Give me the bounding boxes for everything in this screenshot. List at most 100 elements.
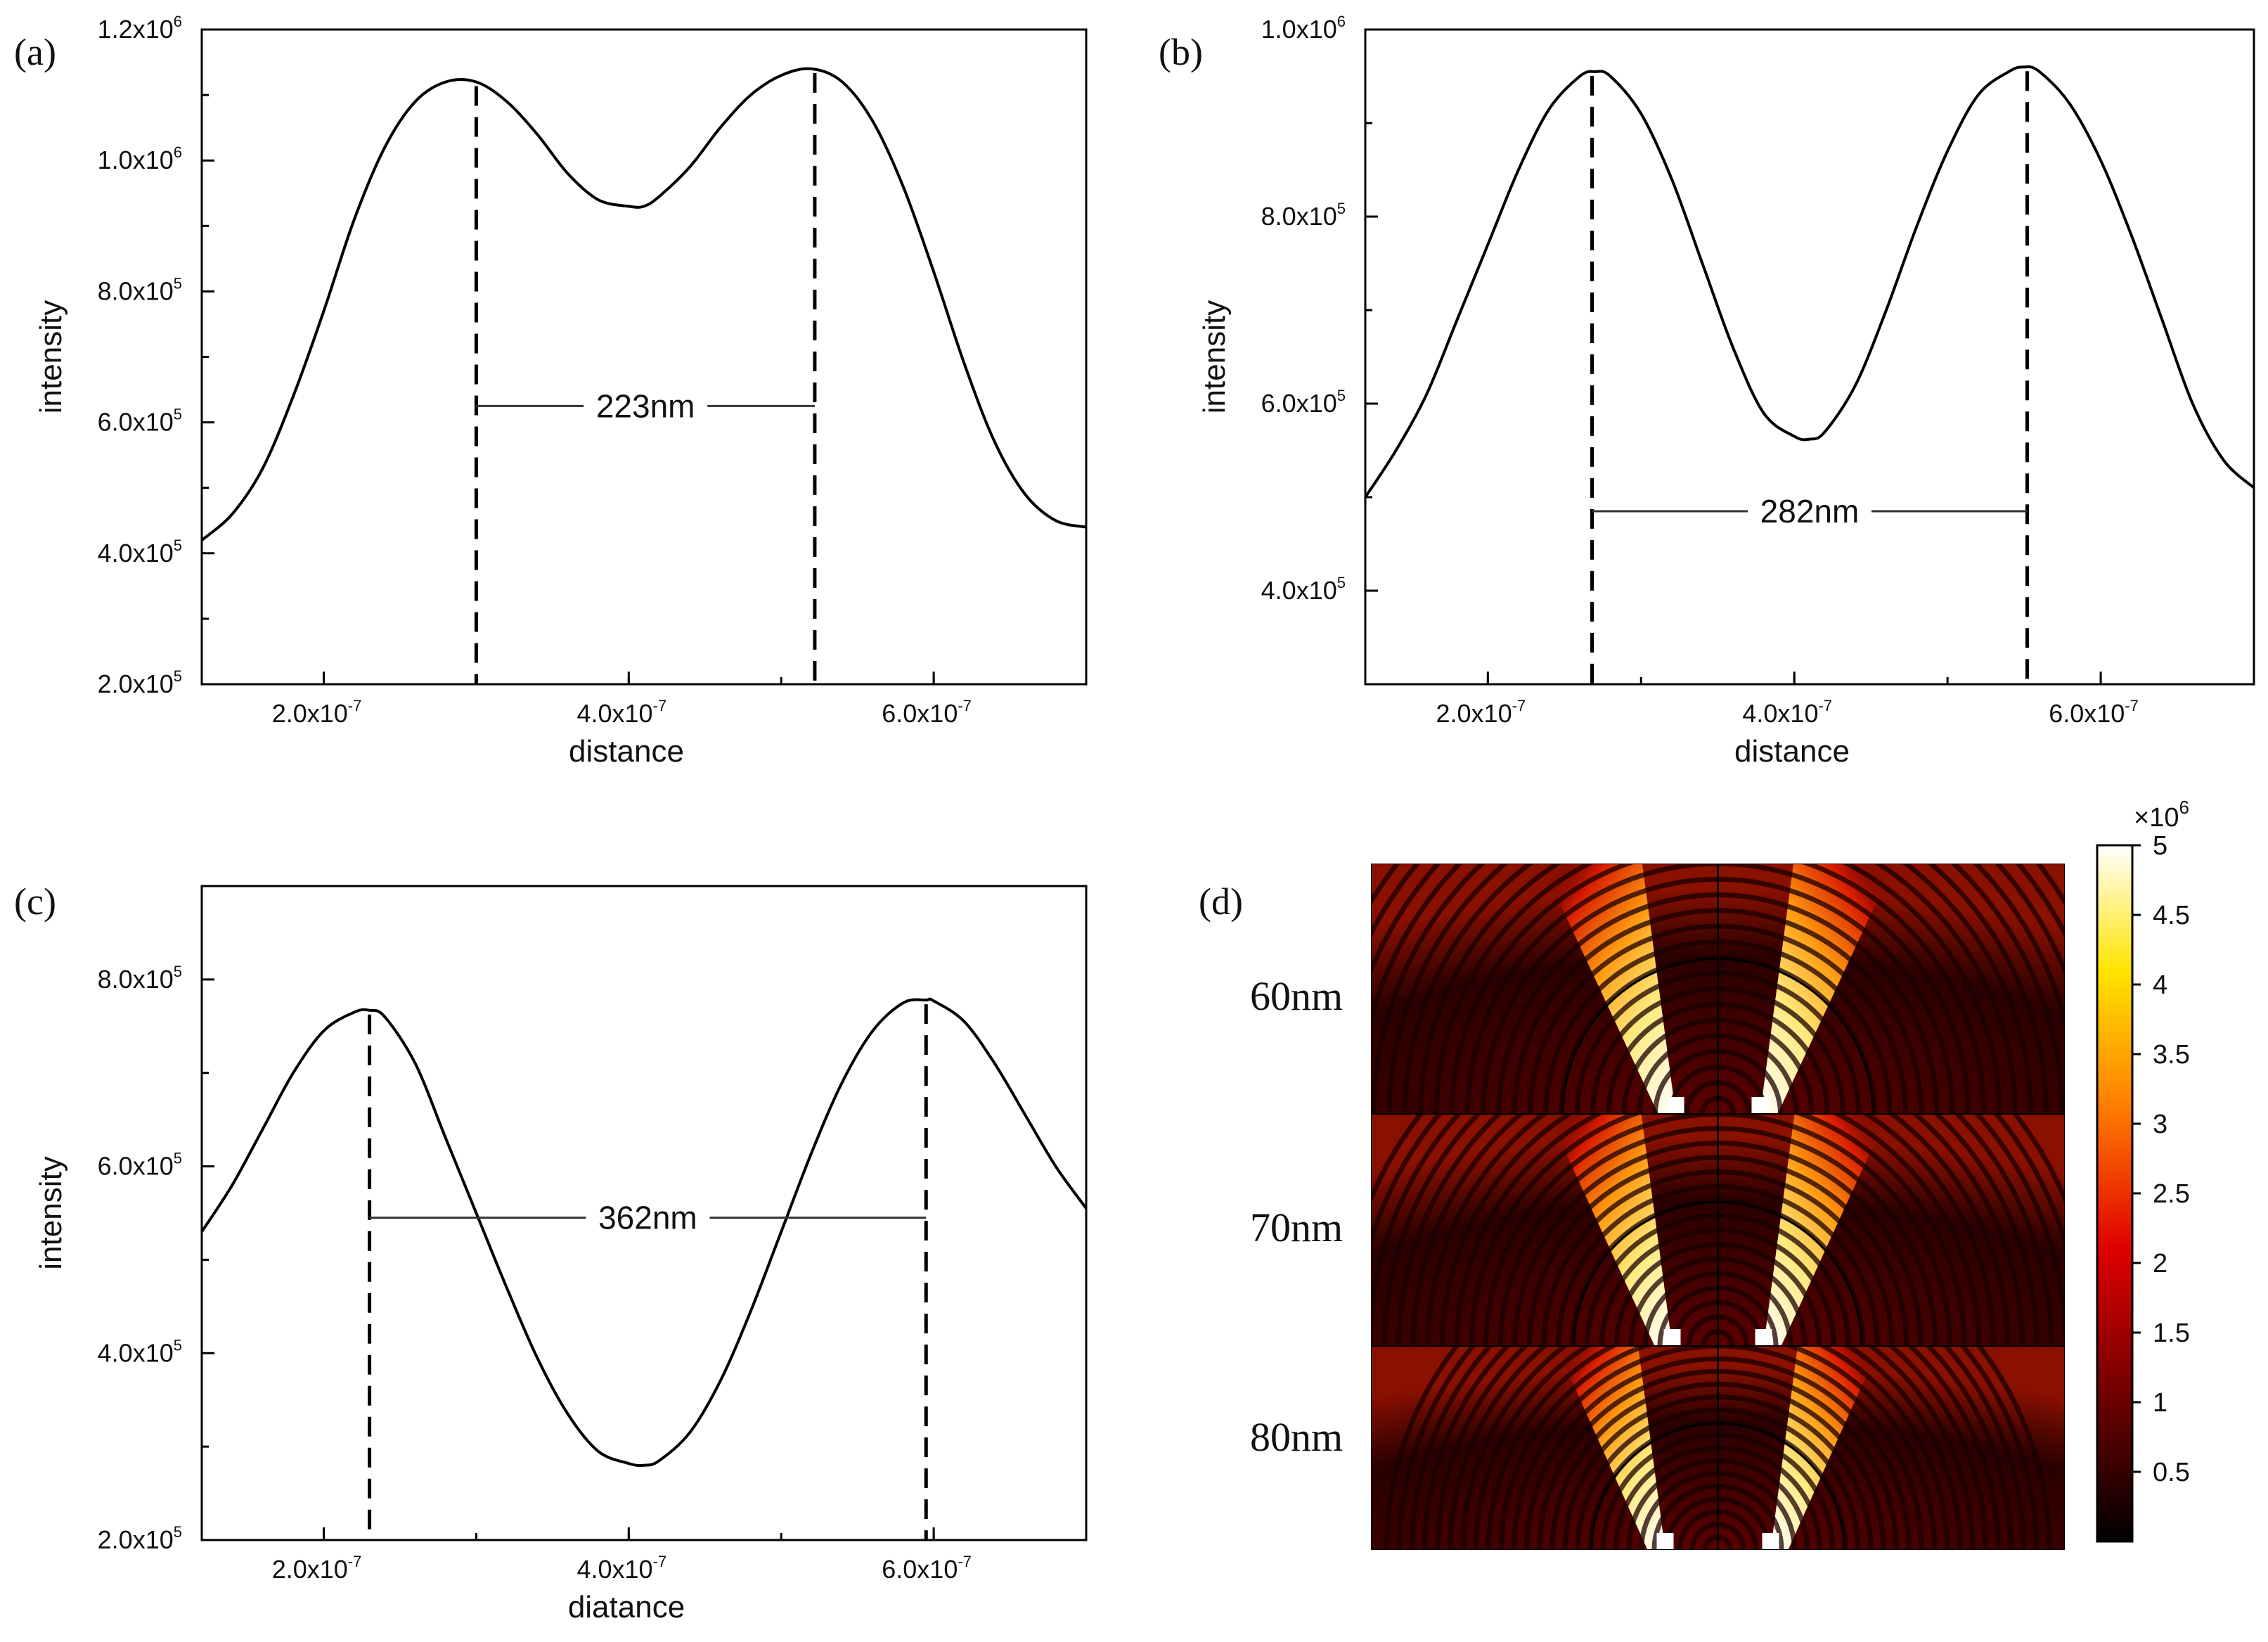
wavefront-arc	[1371, 864, 2065, 1114]
y-axis-title: intensity	[1197, 300, 1232, 413]
wavefront-arc	[1371, 864, 2065, 977]
x-axis-title: distance	[569, 734, 684, 769]
intensity-curve	[1364, 65, 2255, 499]
x-tick-label: 6.0x10-7	[882, 697, 972, 728]
colorbar: ×106 5 4.5 4 3.5 3 2.5 2 1.5 1 0.5	[2096, 797, 2190, 1543]
y-tick-label: 1.2x106	[98, 13, 182, 44]
colorbar-tick-label: 5	[2153, 831, 2167, 861]
colorbar-tick-label: 1.5	[2153, 1319, 2190, 1348]
slit-left	[1663, 1329, 1681, 1346]
wavefront-arc	[1498, 1346, 1938, 1550]
x-tick-label: 2.0x10-7	[1436, 697, 1526, 728]
colorbar-tick-label: 2.5	[2153, 1179, 2190, 1209]
y-tick-label: 4.0x105	[98, 537, 182, 567]
peak-distance-label: 282nm	[1760, 493, 1860, 530]
y-tick-label: 1.0x106	[1261, 13, 1346, 44]
y-tick-label: 8.0x105	[98, 274, 182, 305]
y-tick-label: 2.0x105	[98, 667, 182, 698]
wavefront-arc	[1386, 864, 2049, 1114]
wavefront-arc	[1460, 1346, 1976, 1550]
wavefront-arc	[1440, 1114, 1996, 1346]
panel-d-heatmap: (d) 60nm 70nm 80nm ×106 5 4.5 4 3.5 3 2.5 2 1.5…	[1199, 797, 2190, 1550]
panel-label-c: (c)	[14, 880, 56, 923]
y-tick-label: 1.0x106	[98, 143, 182, 174]
colorbar-tick-label: 1	[2153, 1388, 2167, 1418]
panel-label-a: (a)	[14, 31, 56, 73]
panel-a-line-chart: (a) 2.0x10-7 4.0x10-7 6.0x10-7 2.0x105 4.0x10…	[14, 13, 1088, 769]
field-map-70nm	[1371, 1114, 2065, 1346]
x-axis-title: distance	[1734, 734, 1850, 769]
peak-distance-label: 223nm	[596, 387, 695, 424]
wavefront-arc	[1473, 1346, 1963, 1550]
wavefront-arc	[1403, 864, 2033, 1114]
panel-label-b: (b)	[1159, 31, 1203, 73]
plot-frame	[200, 28, 1088, 686]
y-tick-label: 8.0x105	[98, 963, 182, 994]
colorbar-multiplier: ×106	[2134, 797, 2189, 833]
wavefront-arc	[1433, 864, 2002, 1114]
colorbar-tick-label: 3.5	[2153, 1040, 2190, 1070]
wavefront-arc	[1465, 864, 1971, 1114]
field-map-80nm	[1371, 1346, 2065, 1550]
slit-left	[1667, 1097, 1684, 1114]
y-tick-label: 4.0x105	[1261, 574, 1346, 605]
wavefront-arc	[1425, 1114, 2011, 1346]
x-tick-label: 4.0x10-7	[1742, 697, 1832, 728]
x-tick-label: 4.0x10-7	[576, 1553, 666, 1584]
field-map-60nm	[1371, 864, 2065, 1114]
plot-frame	[200, 885, 1088, 1541]
wavefront-arc	[1371, 1114, 2065, 1346]
colorbar-tick-label: 2	[2153, 1249, 2167, 1278]
wavefront-arc	[1371, 1114, 2065, 1250]
wavefront-arc	[1381, 1114, 2054, 1346]
row-label-70nm: 70nm	[1250, 1205, 1343, 1250]
x-tick-label: 2.0x10-7	[272, 1553, 362, 1584]
panel-c-line-chart: (c) 2.0x10-7 4.0x10-7 6.0x10-7 2.0x105 4.0x10…	[14, 880, 1088, 1624]
wavefront-arc	[1448, 1346, 1988, 1550]
wavefront-arc	[1454, 1114, 1982, 1346]
wavefront-arc	[1435, 1346, 2001, 1550]
y-tick-label: 6.0x105	[1261, 387, 1346, 418]
wavefront-arc	[1371, 864, 2065, 1029]
wavefront-arc	[1410, 1346, 2026, 1550]
colorbar-gradient	[2096, 844, 2134, 1543]
wavefront-arc	[1449, 864, 1987, 1114]
x-axis-title: diatance	[568, 1590, 685, 1624]
y-tick-label: 4.0x105	[98, 1336, 182, 1367]
wavefront-arc	[1384, 1346, 2052, 1550]
slit-right	[1755, 1329, 1772, 1346]
wavefront-arc	[1422, 1346, 2014, 1550]
row-label-60nm: 60nm	[1250, 973, 1343, 1019]
y-axis-title: intensity	[34, 1156, 68, 1269]
colorbar-tick-label: 4.5	[2153, 901, 2190, 930]
y-tick-label: 6.0x105	[98, 1150, 182, 1181]
field-maps	[1371, 864, 2065, 1550]
x-tick-label: 2.0x10-7	[272, 697, 362, 728]
wavefront-arc	[1410, 1114, 2025, 1346]
panel-label-d: (d)	[1199, 880, 1243, 923]
colorbar-tick-label: 4	[2153, 970, 2167, 1000]
x-tick-label: 4.0x10-7	[576, 697, 666, 728]
intensity-curve	[200, 997, 1088, 1468]
wavefront-arc	[1371, 1114, 2065, 1205]
row-label-80nm: 80nm	[1250, 1414, 1343, 1460]
y-tick-label: 2.0x105	[98, 1523, 182, 1554]
plot-frame	[1364, 28, 2255, 686]
y-tick-label: 6.0x105	[98, 406, 182, 437]
slit-right	[1762, 1533, 1779, 1550]
x-tick-label: 6.0x10-7	[2049, 697, 2139, 728]
wavefront-arc	[1371, 864, 2065, 939]
slit-right	[1751, 1097, 1769, 1114]
intensity-curve	[200, 67, 1087, 541]
slit-left	[1656, 1533, 1674, 1550]
peak-distance-label: 362nm	[598, 1200, 697, 1236]
y-axis-title: intensity	[34, 300, 68, 413]
x-tick-label: 6.0x10-7	[882, 1553, 972, 1584]
panel-b-line-chart: (b) 2.0x10-7 4.0x10-7 6.0x10-7 4.0x105 6.0x10…	[1159, 13, 2255, 769]
wavefront-arc	[1486, 1346, 1950, 1550]
wavefront-arc	[1396, 1114, 2040, 1346]
wavefront-arc	[1469, 1114, 1967, 1346]
colorbar-tick-label: 3	[2153, 1110, 2167, 1139]
colorbar-tick-label: 0.5	[2153, 1458, 2190, 1487]
